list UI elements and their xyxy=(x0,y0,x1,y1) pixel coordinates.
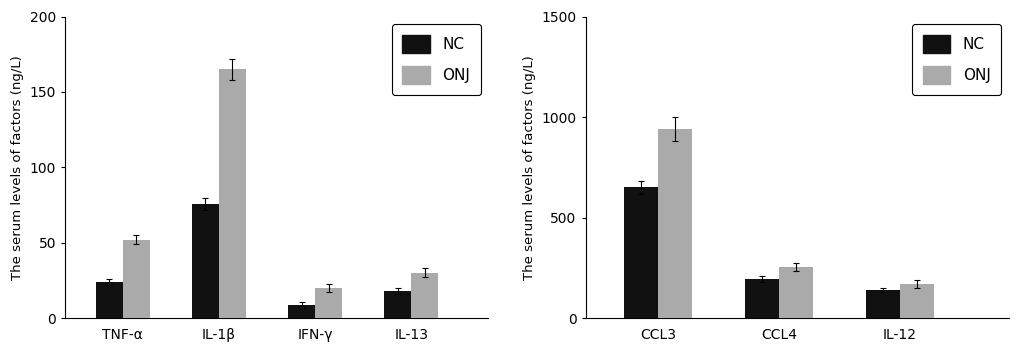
Bar xyxy=(288,305,315,318)
Bar xyxy=(411,273,438,318)
Bar xyxy=(779,267,812,318)
Y-axis label: The serum levels of factors (ng/L): The serum levels of factors (ng/L) xyxy=(11,55,24,280)
Y-axis label: The serum levels of factors (ng/L): The serum levels of factors (ng/L) xyxy=(523,55,535,280)
Bar xyxy=(96,282,122,318)
Bar xyxy=(624,187,657,318)
Bar xyxy=(122,240,150,318)
Bar xyxy=(219,70,246,318)
Bar xyxy=(745,279,779,318)
Bar xyxy=(657,129,692,318)
Bar xyxy=(384,291,411,318)
Bar xyxy=(192,204,219,318)
Bar xyxy=(315,288,341,318)
Bar xyxy=(899,284,933,318)
Legend: NC, ONJ: NC, ONJ xyxy=(391,24,480,95)
Bar xyxy=(865,290,899,318)
Legend: NC, ONJ: NC, ONJ xyxy=(911,24,1001,95)
